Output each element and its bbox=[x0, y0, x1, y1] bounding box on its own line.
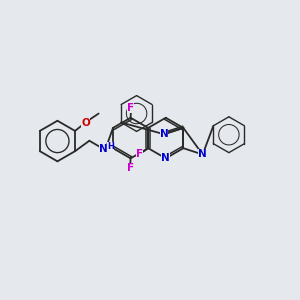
Text: F: F bbox=[127, 163, 134, 173]
Text: N: N bbox=[99, 144, 108, 154]
Text: F: F bbox=[136, 148, 143, 159]
Text: N: N bbox=[160, 129, 168, 139]
Text: N: N bbox=[198, 149, 207, 160]
Text: H: H bbox=[107, 142, 114, 151]
Text: F: F bbox=[127, 103, 134, 113]
Text: O: O bbox=[81, 118, 90, 128]
Text: N: N bbox=[161, 153, 170, 164]
